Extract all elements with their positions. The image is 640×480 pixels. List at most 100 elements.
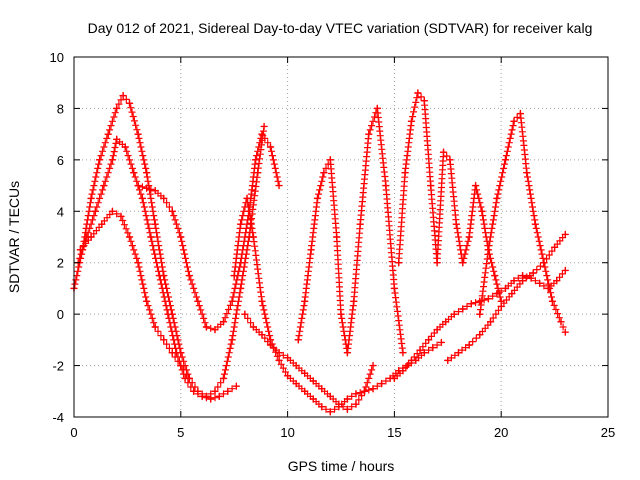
data-point bbox=[326, 392, 335, 401]
data-point bbox=[441, 318, 450, 326]
y-tick-label: 6 bbox=[57, 153, 64, 168]
data-point bbox=[510, 117, 518, 125]
data-point bbox=[224, 387, 232, 395]
data-point bbox=[211, 387, 219, 395]
data-point bbox=[377, 379, 386, 388]
data-point bbox=[476, 331, 484, 339]
data-point bbox=[292, 361, 300, 370]
y-tick-label: -2 bbox=[52, 359, 64, 374]
x-tick-label: 5 bbox=[177, 425, 184, 440]
data-point bbox=[130, 169, 138, 177]
data-point bbox=[236, 284, 245, 293]
data-point bbox=[185, 374, 194, 383]
x-tick-label: 10 bbox=[280, 425, 294, 440]
data-point bbox=[168, 207, 176, 215]
data-point bbox=[194, 387, 202, 395]
data-point bbox=[215, 392, 223, 401]
axis-ticks: 0 5 10 15 20 25 -4 -2 0 2 4 6 8 10 bbox=[50, 50, 616, 440]
series-markers bbox=[294, 104, 406, 357]
data-point bbox=[394, 259, 403, 267]
data-point bbox=[292, 379, 300, 388]
data-point bbox=[275, 356, 283, 365]
data-point bbox=[497, 302, 505, 311]
data-point bbox=[228, 297, 236, 305]
data-point bbox=[486, 318, 495, 326]
data-point bbox=[452, 220, 461, 228]
data-point bbox=[117, 212, 125, 221]
data-point bbox=[294, 336, 302, 344]
x-tick-label: 20 bbox=[494, 425, 508, 440]
data-point bbox=[283, 372, 292, 380]
data-point bbox=[493, 194, 501, 203]
data-point bbox=[390, 374, 399, 383]
data-point bbox=[465, 341, 473, 349]
data-point bbox=[211, 325, 219, 334]
series-markers bbox=[390, 270, 566, 382]
data-point bbox=[416, 346, 424, 354]
data-point bbox=[360, 387, 369, 395]
data-point bbox=[420, 97, 429, 105]
data-point bbox=[510, 277, 518, 285]
data-point bbox=[478, 207, 486, 215]
data-point bbox=[108, 207, 117, 215]
data-point bbox=[352, 400, 360, 408]
x-tick-label: 0 bbox=[70, 425, 77, 440]
data-point bbox=[337, 310, 345, 318]
data-point bbox=[138, 194, 147, 203]
series-markers bbox=[76, 127, 268, 400]
data-point bbox=[450, 310, 458, 318]
y-tick-label: 2 bbox=[57, 256, 64, 271]
data-point bbox=[91, 207, 100, 215]
y-tick-label: 10 bbox=[50, 50, 64, 65]
data-point bbox=[177, 361, 185, 370]
data-point bbox=[243, 194, 251, 203]
data-point bbox=[266, 341, 275, 349]
x-axis-label: GPS time / hours bbox=[288, 458, 395, 474]
data-point bbox=[407, 356, 416, 365]
data-point bbox=[484, 246, 493, 254]
data-point bbox=[151, 220, 159, 228]
data-point bbox=[326, 408, 335, 416]
data-point bbox=[76, 246, 85, 254]
data-point bbox=[343, 395, 352, 403]
data-point bbox=[365, 130, 373, 138]
data-point bbox=[202, 323, 211, 331]
data-point bbox=[108, 156, 117, 164]
series-track-2 bbox=[74, 135, 241, 403]
data-point bbox=[309, 377, 317, 385]
data-point bbox=[168, 349, 176, 357]
data-point bbox=[258, 331, 266, 339]
data-point bbox=[529, 269, 537, 277]
data-point bbox=[437, 338, 446, 347]
data-point bbox=[232, 382, 241, 390]
data-point bbox=[540, 259, 548, 267]
data-point bbox=[401, 169, 409, 177]
data-point bbox=[87, 233, 95, 241]
data-point bbox=[275, 181, 283, 190]
data-point bbox=[164, 310, 172, 318]
data-point bbox=[531, 220, 540, 228]
series-track-9 bbox=[390, 266, 569, 383]
data-point bbox=[501, 156, 510, 164]
data-point bbox=[155, 271, 164, 280]
series-track-6 bbox=[241, 310, 377, 413]
data-point bbox=[87, 194, 95, 203]
data-point bbox=[356, 220, 364, 228]
data-point bbox=[313, 194, 322, 203]
data-point bbox=[523, 169, 531, 177]
data-point bbox=[249, 233, 258, 241]
data-point bbox=[300, 297, 309, 305]
data-point bbox=[465, 233, 473, 241]
data-point bbox=[266, 143, 275, 151]
data-point bbox=[557, 318, 565, 326]
data-point bbox=[484, 295, 493, 303]
data-point bbox=[382, 181, 390, 190]
data-point bbox=[307, 246, 315, 254]
series-track-7 bbox=[294, 104, 407, 357]
data-point bbox=[459, 305, 467, 313]
series-markers bbox=[74, 135, 236, 403]
data-point bbox=[151, 323, 159, 331]
data-point bbox=[561, 328, 569, 336]
data-point bbox=[202, 392, 211, 401]
